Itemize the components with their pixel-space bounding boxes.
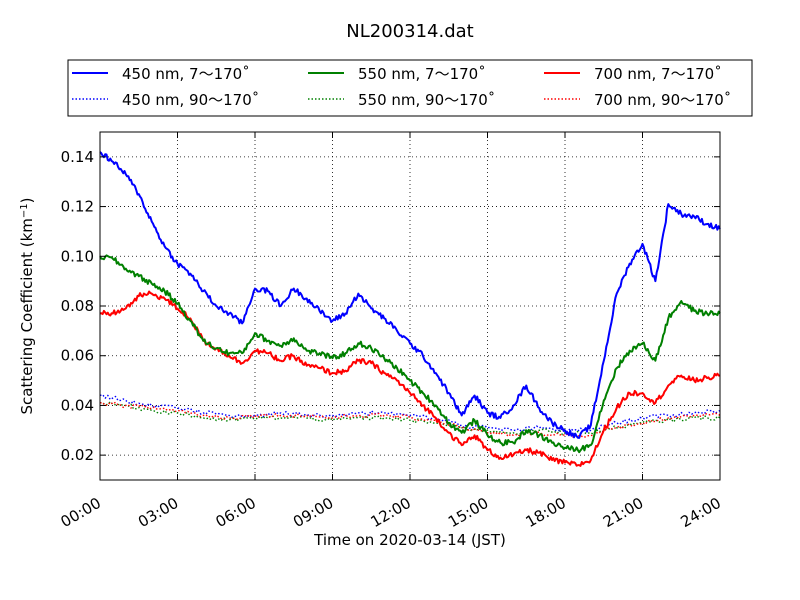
series-layer [99, 151, 721, 467]
legend-label: 450 nm, 90～170˚ [122, 91, 259, 109]
series-line-450nm-90-170 [99, 393, 721, 433]
y-tick-label: 0.14 [61, 148, 94, 166]
y-tick-label: 0.08 [61, 297, 94, 315]
y-axis-label-close: ) [18, 197, 36, 203]
legend-frame [67, 59, 753, 117]
legend-label: 450 nm, 7～170˚ [122, 65, 250, 83]
y-tick-label: 0.02 [61, 446, 94, 464]
legend-label: 700 nm, 90～170˚ [594, 91, 731, 109]
legend: 450 nm, 7～170˚ 450 nm, 90～170˚ 550 nm, 7～1… [67, 59, 753, 117]
legend-label: 550 nm, 90～170˚ [358, 91, 495, 109]
legend-label: 700 nm, 7～170˚ [594, 65, 722, 83]
chart-title: NL200314.dat [346, 21, 473, 42]
y-tick-label: 0.04 [61, 396, 94, 414]
series-line-450nm-7-170 [99, 151, 721, 439]
x-axis-label: Time on 2020-03-14 (JST) [313, 531, 506, 549]
y-tick-label: 0.06 [61, 347, 94, 365]
legend-label: 550 nm, 7～170˚ [358, 65, 486, 83]
y-axis-label-exponent: −1 [19, 203, 30, 218]
series-line-700nm-90-170 [99, 401, 721, 438]
y-axis-label: Scattering Coefficient (km−1) [18, 197, 36, 414]
series-line-550nm-90-170 [99, 401, 721, 436]
series-line-550nm-7-170 [99, 254, 721, 454]
y-tick-label: 0.12 [61, 198, 94, 216]
y-tick-label: 0.10 [61, 247, 94, 265]
y-axis-label-main: Scattering Coefficient (km [18, 218, 36, 414]
